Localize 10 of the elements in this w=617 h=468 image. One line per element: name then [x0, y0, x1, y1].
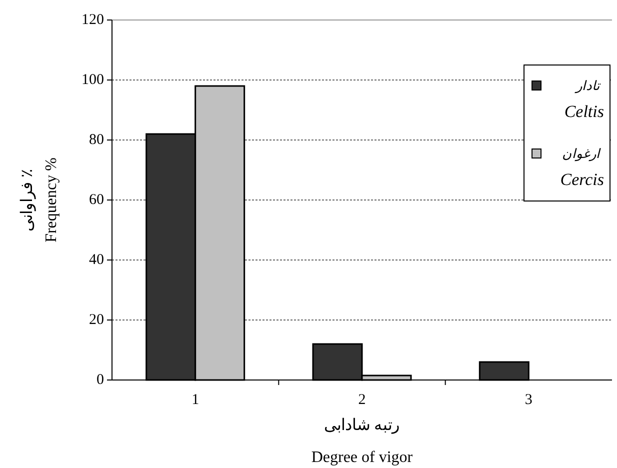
x-tick-label: 2 — [358, 392, 366, 408]
x-tick-label: 1 — [192, 392, 200, 408]
y-tick-label: 0 — [96, 372, 104, 388]
y-tick-label: 20 — [89, 312, 104, 328]
y-tick-label: 60 — [89, 192, 104, 208]
y-tick-label: 120 — [82, 12, 104, 28]
x-tick-label: 3 — [524, 392, 532, 408]
y-tick-label: 100 — [82, 72, 104, 88]
y-tick-label: 80 — [89, 132, 104, 148]
y-tick-label: 40 — [89, 252, 104, 268]
